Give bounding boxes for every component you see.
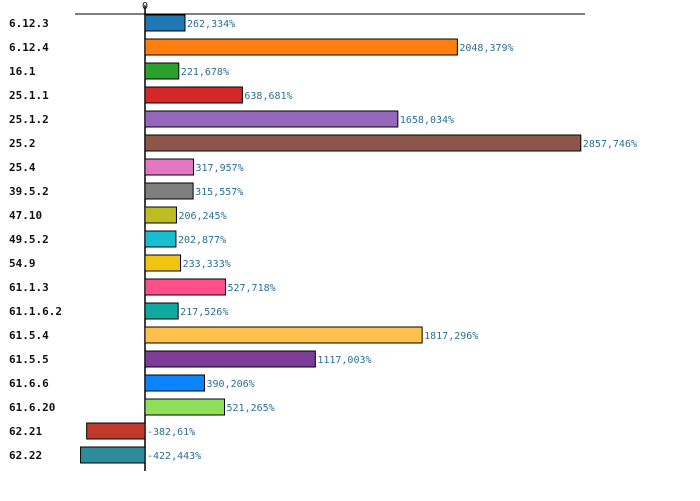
value-label: 521,265% (226, 403, 274, 414)
bar-39.5.2 (144, 182, 194, 200)
value-label: 217,526% (180, 307, 228, 318)
category-label: 61.1.6.2 (9, 305, 62, 318)
value-label: 262,334% (187, 19, 235, 30)
category-label: 6.12.3 (9, 17, 49, 30)
value-label: 390,206% (207, 379, 255, 390)
value-label: 1117,003% (317, 355, 371, 366)
bar-61.6.6 (144, 374, 206, 392)
zero-tick-label: 0 (142, 1, 148, 12)
value-label: 202,877% (178, 235, 226, 246)
value-label: 1658,034% (400, 115, 454, 126)
bar-25.4 (144, 158, 194, 176)
value-label: 233,333% (183, 259, 231, 270)
value-label: 2048,379% (459, 43, 513, 54)
value-label: 206,245% (178, 211, 226, 222)
bar-62.22 (80, 446, 146, 464)
value-label: 1817,296% (424, 331, 478, 342)
category-label: 6.12.4 (9, 41, 49, 54)
bar-61.6.20 (144, 398, 225, 416)
category-label: 61.5.5 (9, 353, 49, 366)
value-label: 638,681% (244, 91, 292, 102)
category-label: 25.4 (9, 161, 36, 174)
bars (80, 14, 582, 464)
category-labels: 6.12.3 6.12.4 16.1 25.1.1 25.1.2 25.2 25.4 39.5… (9, 17, 62, 462)
category-label: 61.6.6 (9, 377, 49, 390)
bar-16.1 (144, 62, 180, 80)
value-label: 317,957% (195, 163, 243, 174)
category-label: 61.5.4 (9, 329, 49, 342)
bar-6.12.4 (144, 38, 458, 56)
value-label: 2857,746% (583, 139, 637, 150)
category-label: 39.5.2 (9, 185, 49, 198)
bar-49.5.2 (144, 230, 177, 248)
category-label: 25.2 (9, 137, 36, 150)
value-label: -422,443% (147, 451, 201, 462)
bar-25.1.2 (144, 110, 399, 128)
category-label: 47.10 (9, 209, 42, 222)
value-labels: 262,334% 2048,379% 221,678% 638,681% 1658,03… (147, 19, 637, 462)
value-label: 527,718% (227, 283, 275, 294)
category-label: 62.21 (9, 425, 42, 438)
bar-61.5.4 (144, 326, 423, 344)
bar-47.10 (144, 206, 177, 224)
category-label: 16.1 (9, 65, 36, 78)
bar-61.5.5 (144, 350, 316, 368)
value-label: -382,61% (147, 427, 195, 438)
bar-61.1.6.2 (144, 302, 179, 320)
category-label: 49.5.2 (9, 233, 49, 246)
category-label: 25.1.2 (9, 113, 49, 126)
value-label: 315,557% (195, 187, 243, 198)
category-label: 25.1.1 (9, 89, 49, 102)
bar-25.2 (144, 134, 582, 152)
category-label: 61.6.20 (9, 401, 55, 414)
bar-54.9 (144, 254, 182, 272)
category-label: 61.1.3 (9, 281, 49, 294)
bar-6.12.3 (144, 14, 186, 32)
value-label: 221,678% (181, 67, 229, 78)
bar-62.21 (86, 422, 146, 440)
bar-25.1.1 (144, 86, 243, 104)
category-label: 54.9 (9, 257, 36, 270)
bar-61.1.3 (144, 278, 226, 296)
category-label: 62.22 (9, 449, 42, 462)
